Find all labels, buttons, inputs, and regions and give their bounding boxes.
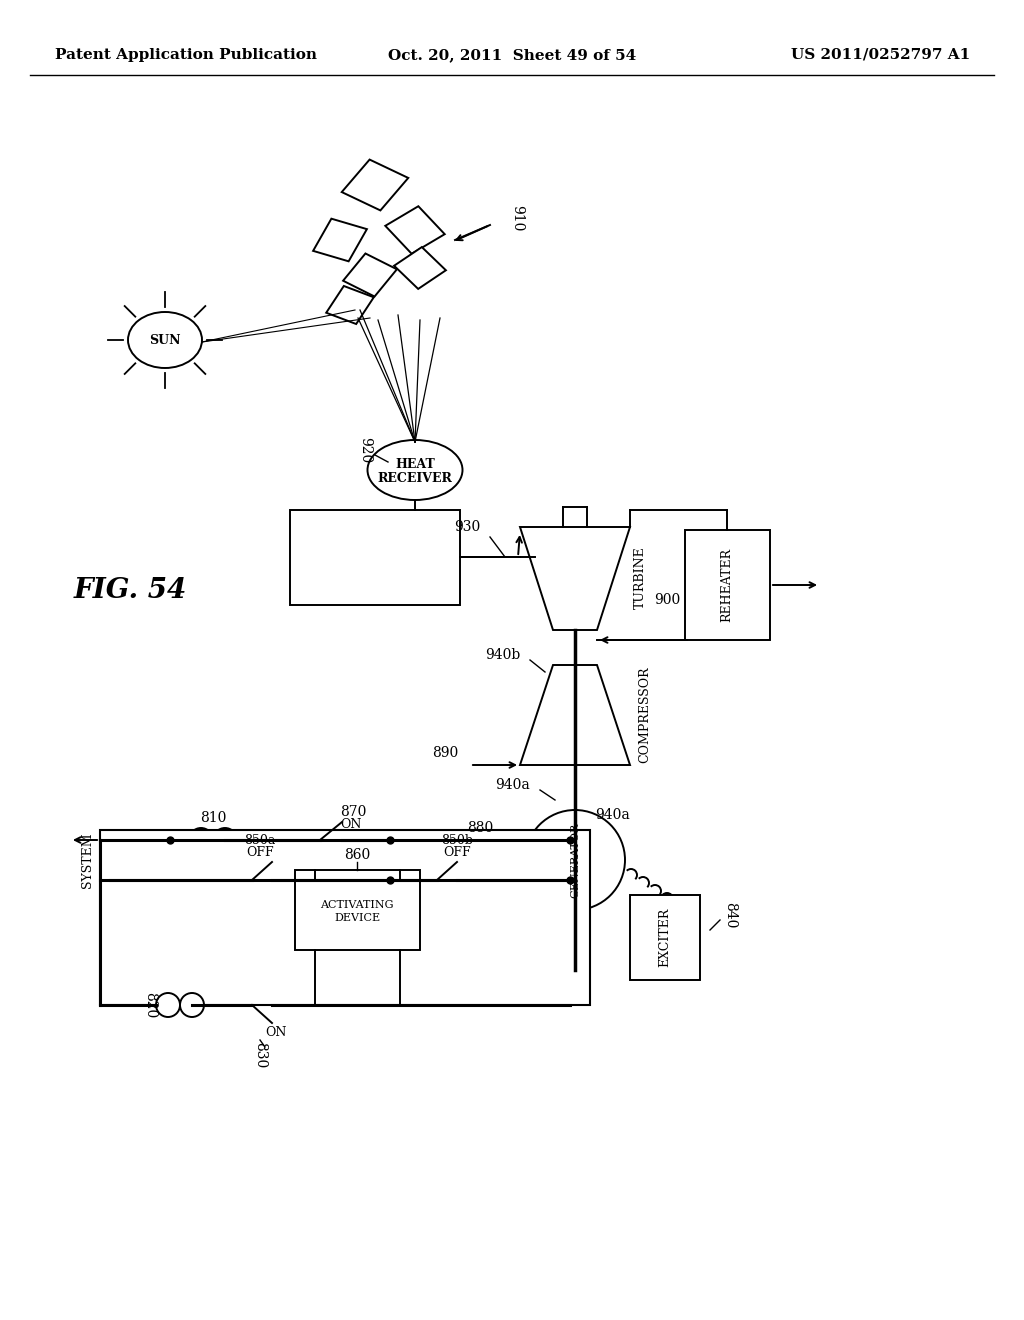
Polygon shape xyxy=(343,253,397,297)
Text: 860: 860 xyxy=(344,847,370,862)
Text: SYSTEM: SYSTEM xyxy=(82,832,94,888)
Text: RECEIVER: RECEIVER xyxy=(378,471,453,484)
Text: 870: 870 xyxy=(340,805,367,818)
Text: US 2011/0252797 A1: US 2011/0252797 A1 xyxy=(791,48,970,62)
Text: FIG. 54: FIG. 54 xyxy=(74,577,186,603)
Polygon shape xyxy=(327,286,374,323)
Text: 930: 930 xyxy=(454,520,480,535)
Text: ACTIVATING: ACTIVATING xyxy=(321,900,394,909)
Circle shape xyxy=(180,993,204,1016)
Polygon shape xyxy=(342,160,409,210)
Text: TURBINE: TURBINE xyxy=(634,546,646,610)
Text: 820: 820 xyxy=(143,991,157,1018)
Text: 910: 910 xyxy=(510,205,524,231)
Text: GENERATOR: GENERATOR xyxy=(570,822,580,898)
Circle shape xyxy=(525,810,625,909)
Circle shape xyxy=(156,993,180,1016)
Text: 840: 840 xyxy=(723,902,737,928)
Bar xyxy=(630,895,700,979)
Ellipse shape xyxy=(128,312,202,368)
Bar xyxy=(100,830,590,1005)
Text: 850a: 850a xyxy=(245,833,275,846)
Text: 940a: 940a xyxy=(496,777,530,792)
Text: 830: 830 xyxy=(253,1041,267,1068)
Text: OFF: OFF xyxy=(443,846,471,858)
Bar xyxy=(295,870,420,950)
Polygon shape xyxy=(385,206,444,253)
Polygon shape xyxy=(313,219,367,261)
Text: HEAT: HEAT xyxy=(395,458,435,471)
Bar xyxy=(685,531,770,640)
Text: ON: ON xyxy=(265,1027,287,1040)
Text: Patent Application Publication: Patent Application Publication xyxy=(55,48,317,62)
Text: ON: ON xyxy=(340,818,361,832)
Text: DEVICE: DEVICE xyxy=(334,913,380,923)
Text: 890: 890 xyxy=(432,746,458,760)
Text: 920: 920 xyxy=(358,437,372,463)
Text: 880: 880 xyxy=(467,821,494,836)
Polygon shape xyxy=(520,527,630,630)
Text: REHEATER: REHEATER xyxy=(721,548,733,622)
Text: EXCITER: EXCITER xyxy=(658,907,672,966)
Text: COMPRESSOR: COMPRESSOR xyxy=(639,667,651,763)
Circle shape xyxy=(213,828,237,851)
Circle shape xyxy=(189,828,213,851)
Bar xyxy=(290,510,460,605)
Text: 940a: 940a xyxy=(595,808,630,822)
Text: 810: 810 xyxy=(200,810,226,825)
Text: 900: 900 xyxy=(653,593,680,607)
Polygon shape xyxy=(394,247,445,289)
Text: Oct. 20, 2011  Sheet 49 of 54: Oct. 20, 2011 Sheet 49 of 54 xyxy=(388,48,636,62)
Text: 850b: 850b xyxy=(441,833,473,846)
Text: OFF: OFF xyxy=(246,846,273,858)
Polygon shape xyxy=(520,665,630,766)
Text: SUN: SUN xyxy=(150,334,181,346)
Ellipse shape xyxy=(368,440,463,500)
Text: 940b: 940b xyxy=(484,648,520,663)
